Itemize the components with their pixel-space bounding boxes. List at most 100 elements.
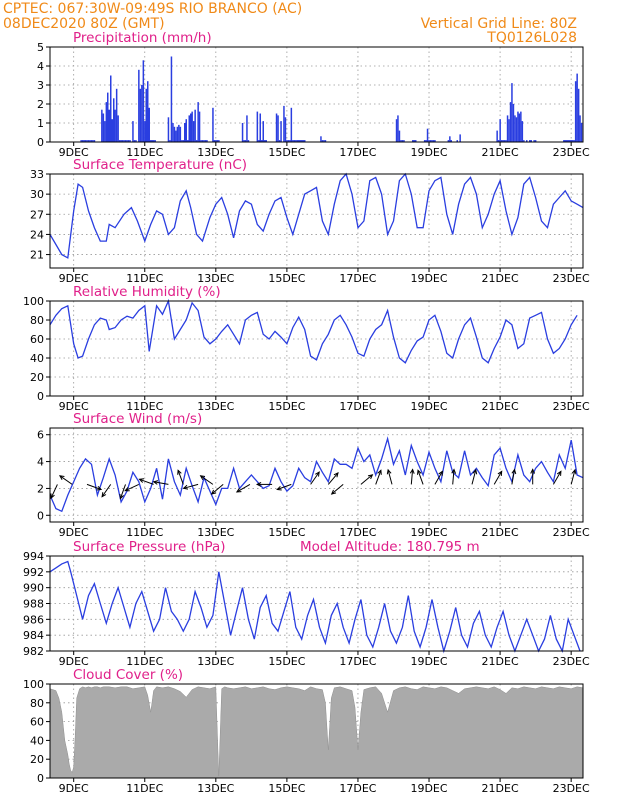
wind-arrow-head [58,475,65,480]
press-ytick-label: 990 [23,582,44,595]
precip-bar [178,124,180,142]
precip-bar [127,140,130,142]
precip-xtick-label: 11DEC [126,146,163,159]
wind-arrow-head [386,468,392,475]
temp-xtick-label: 9DEC [59,272,89,285]
precip-bar [576,73,578,142]
wind-arrow-head [409,468,415,474]
wind-arrow-shaft [360,474,373,485]
rh-title: Relative Humidity (%) [73,284,221,300]
wind-arrow-shaft [139,478,154,485]
precip-bar [142,60,145,142]
temp-ytick-label: 33 [30,168,44,181]
precip-bar [447,140,450,142]
precip-bar [395,119,398,142]
wind-arrow [310,471,320,485]
precip-bar [206,140,208,142]
precip-bar [241,123,244,142]
rh-ytick-label: 20 [30,371,44,384]
rh-xtick-label: 23DEC [553,400,590,413]
wind-xtick-label: 11DEC [126,526,163,539]
precip-bar [247,140,250,142]
precip-bar [505,140,507,142]
wind-arrow-shaft [511,469,515,485]
wind-arrow-shaft [570,469,576,485]
precip-bar [500,140,503,142]
wind-arrow-shaft [471,469,477,485]
precip-bar [283,105,285,142]
precip-bar [104,121,106,142]
precip-bar [243,140,245,142]
precip-bar [129,140,131,142]
precip-bar [126,140,128,142]
precip-bar [428,140,430,142]
wind-arrow-head [119,493,124,500]
wind-xtick-label: 17DEC [339,526,376,539]
precip-bar [514,115,516,142]
precip-xtick-label: 17DEC [339,146,376,159]
precip-bar [154,140,156,142]
wind-arrow-shaft [493,471,503,485]
precip-bar [89,140,91,142]
wind-xtick-label: 13DEC [197,526,234,539]
cloud-ytick-label: 40 [30,734,44,747]
wind-arrow [530,468,536,485]
press-xtick-label: 15DEC [268,655,305,668]
wind-arrow [276,483,292,491]
rh-xtick-label: 13DEC [197,400,234,413]
wind-ytick-label: 4 [37,456,44,469]
precip-bar [567,140,569,142]
press-ytick-label: 988 [23,598,44,611]
precip-bar [179,126,182,142]
cloud-xtick-label: 21DEC [482,782,519,795]
wind-arrow-head [315,471,320,477]
precip-bar [512,104,515,142]
precip-bar [118,140,121,142]
wind-arrow-shaft [177,470,184,485]
precip-bar [113,98,115,142]
precip-bar [147,81,149,142]
precip-bar [415,140,417,142]
precip-bar [425,140,427,142]
precip-bar [184,123,186,142]
temp-xtick-label: 21DEC [482,272,519,285]
precip-bar [459,134,461,142]
wind-arrow-head [177,469,182,475]
wind-ytick-label: 2 [37,482,44,495]
precip-bar [517,111,519,142]
rh-line [49,298,578,364]
precip-bar [511,83,513,142]
wind-arrow [255,481,273,487]
wind-arrow-head [451,468,457,474]
wind-arrow [124,483,140,492]
cloud-xtick-label: 13DEC [197,782,234,795]
wind-arrow-head [138,478,145,483]
temp-xtick-label: 23DEC [553,272,590,285]
wind-ytick-label: 6 [37,429,44,442]
precip-bar [114,109,116,142]
precip-bar [397,115,399,142]
wind-arrow-head [417,469,422,475]
precip-bar [86,140,88,142]
precip-bar [503,140,506,142]
wind-arrow [570,468,577,485]
precip-bar [87,140,90,142]
wind-arrow-head [367,474,374,480]
temp-ytick-label: 24 [30,228,44,241]
precip-frame [49,46,584,143]
precip-bar [434,140,436,142]
precip-bar [123,140,125,142]
precip-bar [173,126,176,142]
precip-bar [256,111,259,142]
precip-title: Precipitation (mm/h) [73,30,212,46]
precip-bar [175,130,177,142]
wind-arrow [409,468,415,485]
precip-bar [93,140,96,142]
precip-bar [284,117,287,142]
cloud-xtick-label: 9DEC [59,782,89,795]
precip-bar [102,113,105,142]
precip-bar [213,140,216,142]
precip-bar [506,115,509,142]
press-xtick-label: 9DEC [59,655,89,668]
precip-bar [324,140,327,142]
